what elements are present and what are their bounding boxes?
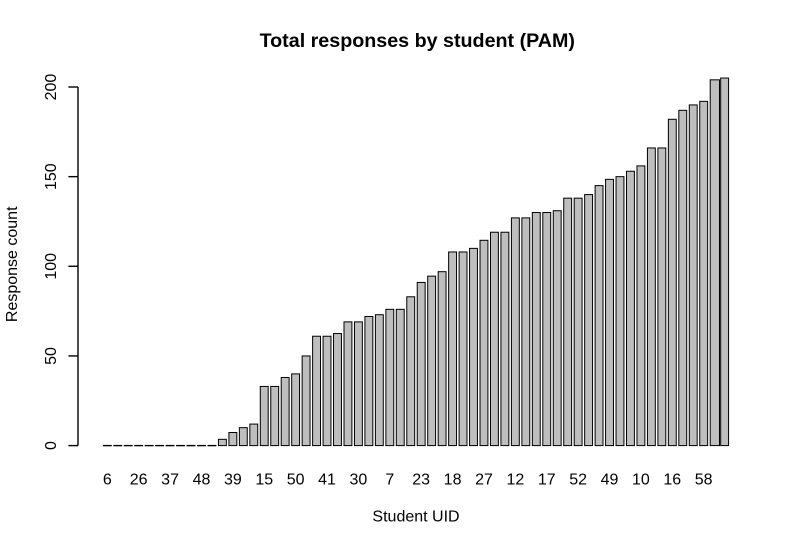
svg-text:17: 17 [538,472,556,489]
svg-text:27: 27 [475,472,493,489]
svg-text:7: 7 [385,472,394,489]
svg-text:200: 200 [43,74,60,101]
svg-text:150: 150 [43,163,60,190]
svg-text:50: 50 [287,472,305,489]
svg-text:58: 58 [695,472,713,489]
svg-text:49: 49 [601,472,619,489]
svg-text:Student UID: Student UID [372,509,459,526]
svg-text:26: 26 [130,472,148,489]
svg-text:Response count: Response count [4,206,21,322]
svg-text:Total responses by student (PA: Total responses by student (PAM) [260,30,575,52]
svg-text:16: 16 [663,472,681,489]
svg-text:10: 10 [632,472,650,489]
svg-text:30: 30 [350,472,368,489]
svg-text:12: 12 [506,472,524,489]
svg-text:100: 100 [43,253,60,280]
svg-text:48: 48 [193,472,211,489]
svg-text:15: 15 [255,472,273,489]
svg-text:18: 18 [444,472,462,489]
svg-text:23: 23 [412,472,430,489]
svg-text:39: 39 [224,472,242,489]
svg-text:52: 52 [569,472,587,489]
svg-text:6: 6 [103,472,112,489]
svg-text:41: 41 [318,472,336,489]
svg-text:37: 37 [161,472,179,489]
svg-text:0: 0 [43,441,60,450]
svg-text:50: 50 [43,347,60,365]
